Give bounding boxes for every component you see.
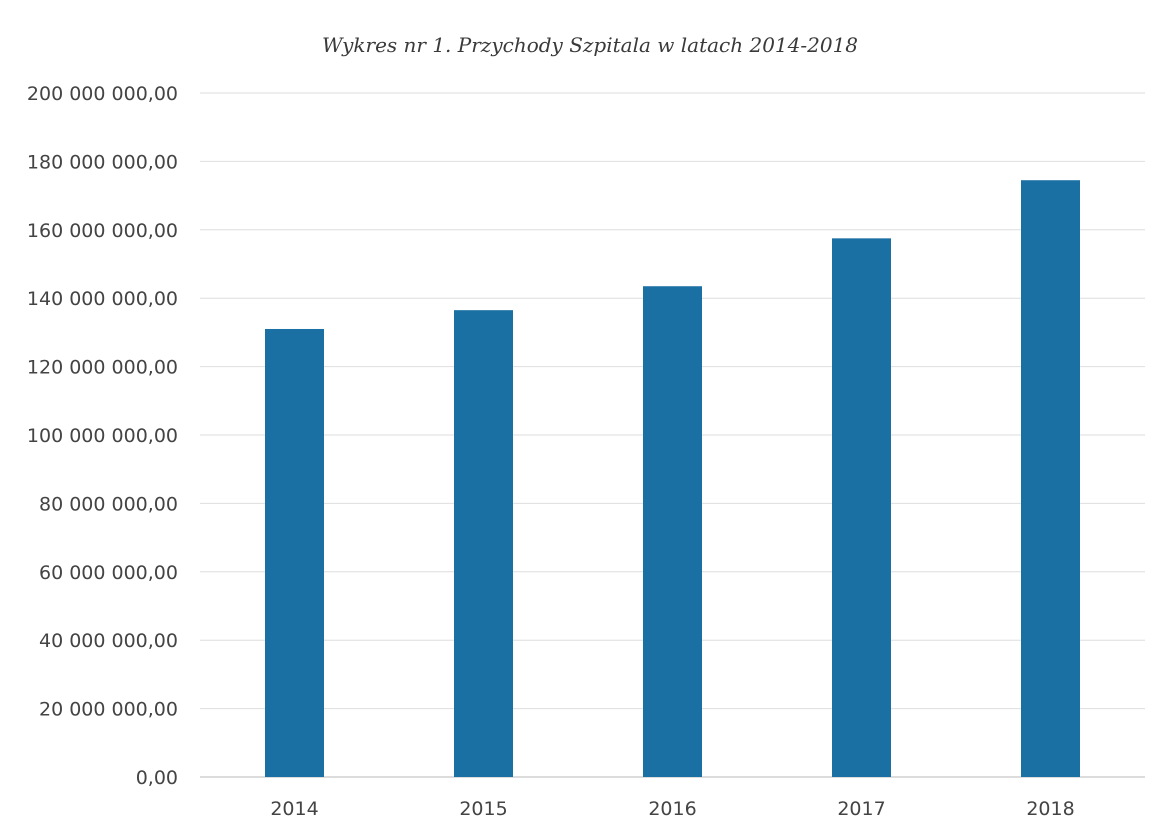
y-axis-tick-labels: 0,00 20 000 000,00 40 000 000,00 60 000 000… (27, 83, 178, 789)
bar-2015 (454, 310, 513, 777)
y-tick-label: 100 000 000,00 (27, 425, 178, 447)
x-tick-label: 2016 (648, 798, 696, 820)
x-tick-label: 2018 (1026, 798, 1074, 820)
x-tick-label: 2014 (270, 798, 318, 820)
x-axis-tick-labels: 2014 2015 2016 2017 2018 (270, 798, 1074, 820)
y-tick-label: 60 000 000,00 (39, 562, 178, 584)
y-tick-label: 40 000 000,00 (39, 630, 178, 652)
y-tick-label: 200 000 000,00 (27, 83, 178, 105)
y-tick-label: 140 000 000,00 (27, 288, 178, 310)
x-tick-label: 2017 (837, 798, 885, 820)
y-tick-label: 0,00 (136, 767, 178, 789)
y-tick-label: 20 000 000,00 (39, 699, 178, 721)
y-tick-label: 80 000 000,00 (39, 493, 178, 515)
x-tick-label: 2015 (459, 798, 507, 820)
y-tick-label: 120 000 000,00 (27, 357, 178, 379)
bars (265, 180, 1080, 778)
y-tick-label: 160 000 000,00 (27, 220, 178, 242)
bar-2018 (1021, 180, 1080, 777)
bar-2017 (832, 238, 891, 778)
chart-title: Wykres nr 1. Przychody Szpitala w latach… (322, 33, 858, 57)
bar-2014 (265, 328, 324, 777)
y-tick-label: 180 000 000,00 (27, 151, 178, 173)
bar-2016 (643, 286, 702, 777)
